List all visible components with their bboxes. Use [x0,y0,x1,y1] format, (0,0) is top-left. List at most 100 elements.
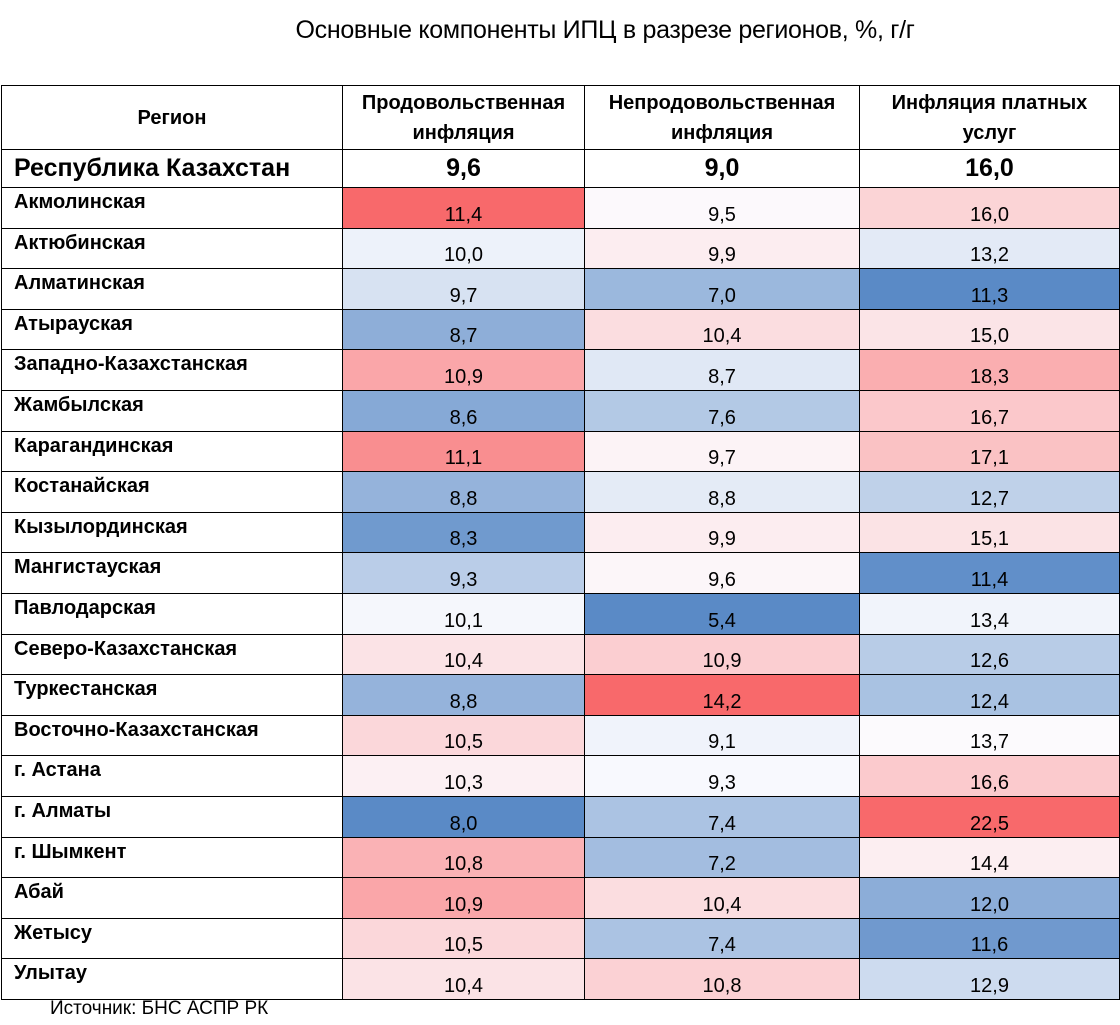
nonfood-value-cell: 7,6 [584,389,860,432]
food-value-cell: 8,6 [342,389,585,432]
region-cell: г. Астана [1,755,343,797]
nonfood-value-cell: 10,4 [584,308,860,351]
table-row: Западно-Казахстанская 10,9 8,7 18,3 [1,349,1120,391]
region-cell: Мангистауская [1,552,343,594]
table-row: Северо-Казахстанская 10,4 10,9 12,6 [1,633,1120,676]
services-value-cell: 12,9 [859,958,1120,1000]
region-cell: Северо-Казахстанская [1,633,343,676]
food-value-cell: 8,7 [342,308,585,351]
region-cell: Карагандинская [1,430,343,473]
services-value-cell: 18,3 [859,349,1120,391]
nonfood-value-cell: 7,4 [584,917,860,960]
table-row: Карагандинская 11,1 9,7 17,1 [1,430,1120,473]
services-value-cell: 15,0 [859,308,1120,351]
food-value-cell: 8,3 [342,511,585,554]
nonfood-value-cell: 7,4 [584,795,860,838]
region-cell: Улытау [1,958,343,1000]
region-cell: Костанайская [1,471,343,513]
total-region-cell: Республика Казахстан [1,149,343,188]
nonfood-value-cell: 7,2 [584,836,860,879]
food-value-cell: 8,8 [342,471,585,513]
header-line: Непродовольственная [608,91,836,114]
food-value-cell: 10,3 [342,755,585,797]
region-cell: Западно-Казахстанская [1,349,343,391]
nonfood-value-cell: 9,5 [584,187,860,229]
total-nonfood-cell: 9,0 [584,149,860,188]
header-line: услуг [962,121,1017,144]
region-cell: Восточно-Казахстанская [1,714,343,757]
nonfood-value-cell: 7,0 [584,268,860,310]
services-value-cell: 22,5 [859,795,1120,838]
region-cell: г. Алматы [1,795,343,838]
food-value-cell: 10,5 [342,917,585,960]
nonfood-value-cell: 9,3 [584,755,860,797]
column-header-food: Продовольственная инфляция [342,85,585,150]
nonfood-value-cell: 9,7 [584,430,860,473]
region-cell: Павлодарская [1,592,343,635]
services-value-cell: 15,1 [859,511,1120,554]
table-row: Павлодарская 10,1 5,4 13,4 [1,592,1120,635]
table-row: Жамбылская 8,6 7,6 16,7 [1,389,1120,432]
table-row: Актюбинская 10,0 9,9 13,2 [1,227,1120,270]
nonfood-value-cell: 14,2 [584,674,860,716]
table-row: Жетысу 10,5 7,4 11,6 [1,917,1120,960]
food-value-cell: 10,4 [342,958,585,1000]
source-note: Источник: БНС АСПР РК [50,998,269,1019]
region-cell: Актюбинская [1,227,343,270]
table-row: г. Шымкент 10,8 7,2 14,4 [1,836,1120,879]
heatmap-table: Регион Продовольственная инфляция Непрод… [1,85,1120,1000]
services-value-cell: 13,2 [859,227,1120,270]
services-value-cell: 13,7 [859,714,1120,757]
region-cell: Жамбылская [1,389,343,432]
header-line: Продовольственная [361,91,566,114]
region-cell: Атырауская [1,308,343,351]
table-row: Костанайская 8,8 8,8 12,7 [1,471,1120,513]
table-row: Мангистауская 9,3 9,6 11,4 [1,552,1120,594]
table-row: Восточно-Казахстанская 10,5 9,1 13,7 [1,714,1120,757]
nonfood-value-cell: 8,7 [584,349,860,391]
food-value-cell: 10,8 [342,836,585,879]
region-cell: Туркестанская [1,674,343,716]
nonfood-value-cell: 8,8 [584,471,860,513]
region-cell: Жетысу [1,917,343,960]
food-value-cell: 10,9 [342,877,585,919]
region-cell: Кызылординская [1,511,343,554]
nonfood-value-cell: 5,4 [584,592,860,635]
table-row: Абай 10,9 10,4 12,0 [1,877,1120,919]
services-value-cell: 11,4 [859,552,1120,594]
services-value-cell: 17,1 [859,430,1120,473]
services-value-cell: 12,7 [859,471,1120,513]
food-value-cell: 10,4 [342,633,585,676]
table-row: Акмолинская 11,4 9,5 16,0 [1,187,1120,229]
food-value-cell: 11,4 [342,187,585,229]
food-value-cell: 8,0 [342,795,585,838]
table-row: Туркестанская 8,8 14,2 12,4 [1,674,1120,716]
total-food-cell: 9,6 [342,149,585,188]
total-row: Республика Казахстан 9,6 9,0 16,0 [1,149,1120,188]
services-value-cell: 13,4 [859,592,1120,635]
header-row: Регион Продовольственная инфляция Непрод… [1,85,1120,150]
header-line: Регион [137,106,207,129]
food-value-cell: 10,1 [342,592,585,635]
column-header-region: Регион [1,85,343,150]
table-row: Атырауская 8,7 10,4 15,0 [1,308,1120,351]
food-value-cell: 9,3 [342,552,585,594]
services-value-cell: 11,3 [859,268,1120,310]
region-cell: г. Шымкент [1,836,343,879]
nonfood-value-cell: 10,8 [584,958,860,1000]
table-row: г. Алматы 8,0 7,4 22,5 [1,795,1120,838]
region-cell: Абай [1,877,343,919]
table-row: Улытау 10,4 10,8 12,9 [1,958,1120,1000]
region-cell: Акмолинская [1,187,343,229]
services-value-cell: 16,0 [859,187,1120,229]
food-value-cell: 10,9 [342,349,585,391]
services-value-cell: 16,6 [859,755,1120,797]
table-row: Алматинская 9,7 7,0 11,3 [1,268,1120,310]
header-line: Инфляция платных [891,91,1088,114]
services-value-cell: 14,4 [859,836,1120,879]
column-header-services: Инфляция платных услуг [859,85,1120,150]
food-value-cell: 11,1 [342,430,585,473]
food-value-cell: 10,5 [342,714,585,757]
nonfood-value-cell: 10,9 [584,633,860,676]
header-line: инфляция [670,121,773,144]
